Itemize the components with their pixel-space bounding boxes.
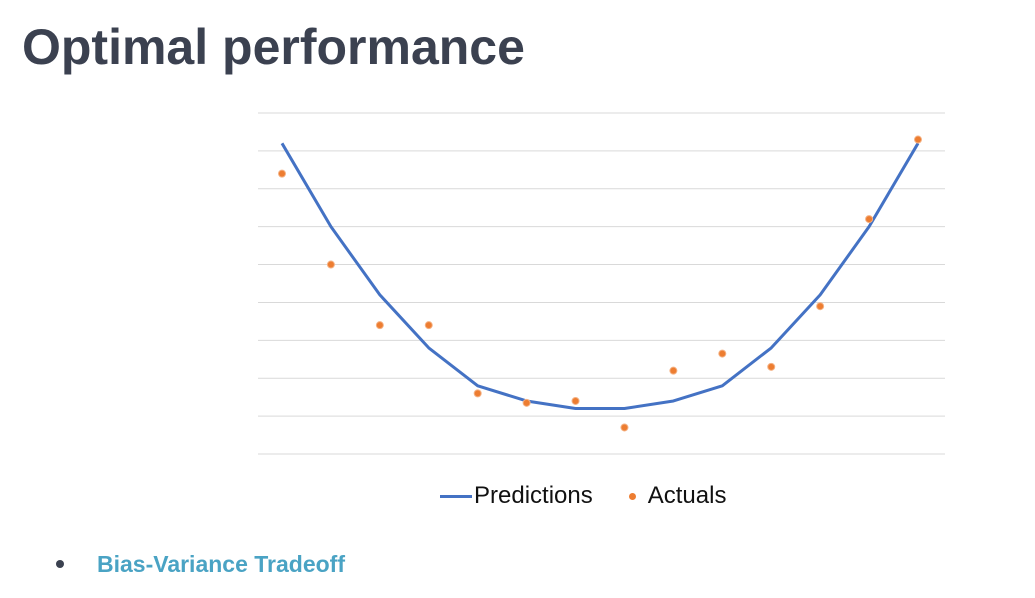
data-point-actuals <box>669 366 678 375</box>
data-point-actuals <box>914 135 922 144</box>
data-point-actuals <box>816 302 825 311</box>
legend-label-predictions: Predictions <box>474 482 593 509</box>
chart-series <box>278 135 922 432</box>
legend-dot-swatch <box>628 492 636 500</box>
series-line-predictions <box>280 142 920 411</box>
data-point-actuals <box>473 389 482 398</box>
bullet-list: Bias-Variance Tradeoff <box>56 546 345 582</box>
chart-gridlines <box>258 112 945 455</box>
legend-line-swatch <box>440 494 472 498</box>
chart-legend: Predictions Actuals <box>440 478 726 514</box>
bullet-item: Bias-Variance Tradeoff <box>56 546 345 582</box>
data-point-actuals <box>522 398 531 407</box>
data-point-actuals <box>767 362 776 371</box>
chart <box>258 112 945 455</box>
data-point-actuals <box>718 349 727 358</box>
legend-item-predictions: Predictions <box>440 482 593 510</box>
legend-item-actuals: Actuals <box>593 482 727 510</box>
bullet-marker <box>56 560 64 568</box>
data-point-actuals <box>620 423 629 432</box>
data-point-actuals <box>424 321 433 330</box>
page-title: Optimal performance <box>22 19 525 75</box>
data-point-actuals <box>375 321 384 330</box>
bias-variance-tradeoff-link[interactable]: Bias-Variance Tradeoff <box>97 550 345 577</box>
legend-label-actuals: Actuals <box>647 482 727 509</box>
data-point-actuals <box>571 396 580 405</box>
data-point-actuals <box>326 260 335 269</box>
data-point-actuals <box>278 169 286 178</box>
data-point-actuals <box>865 215 874 224</box>
